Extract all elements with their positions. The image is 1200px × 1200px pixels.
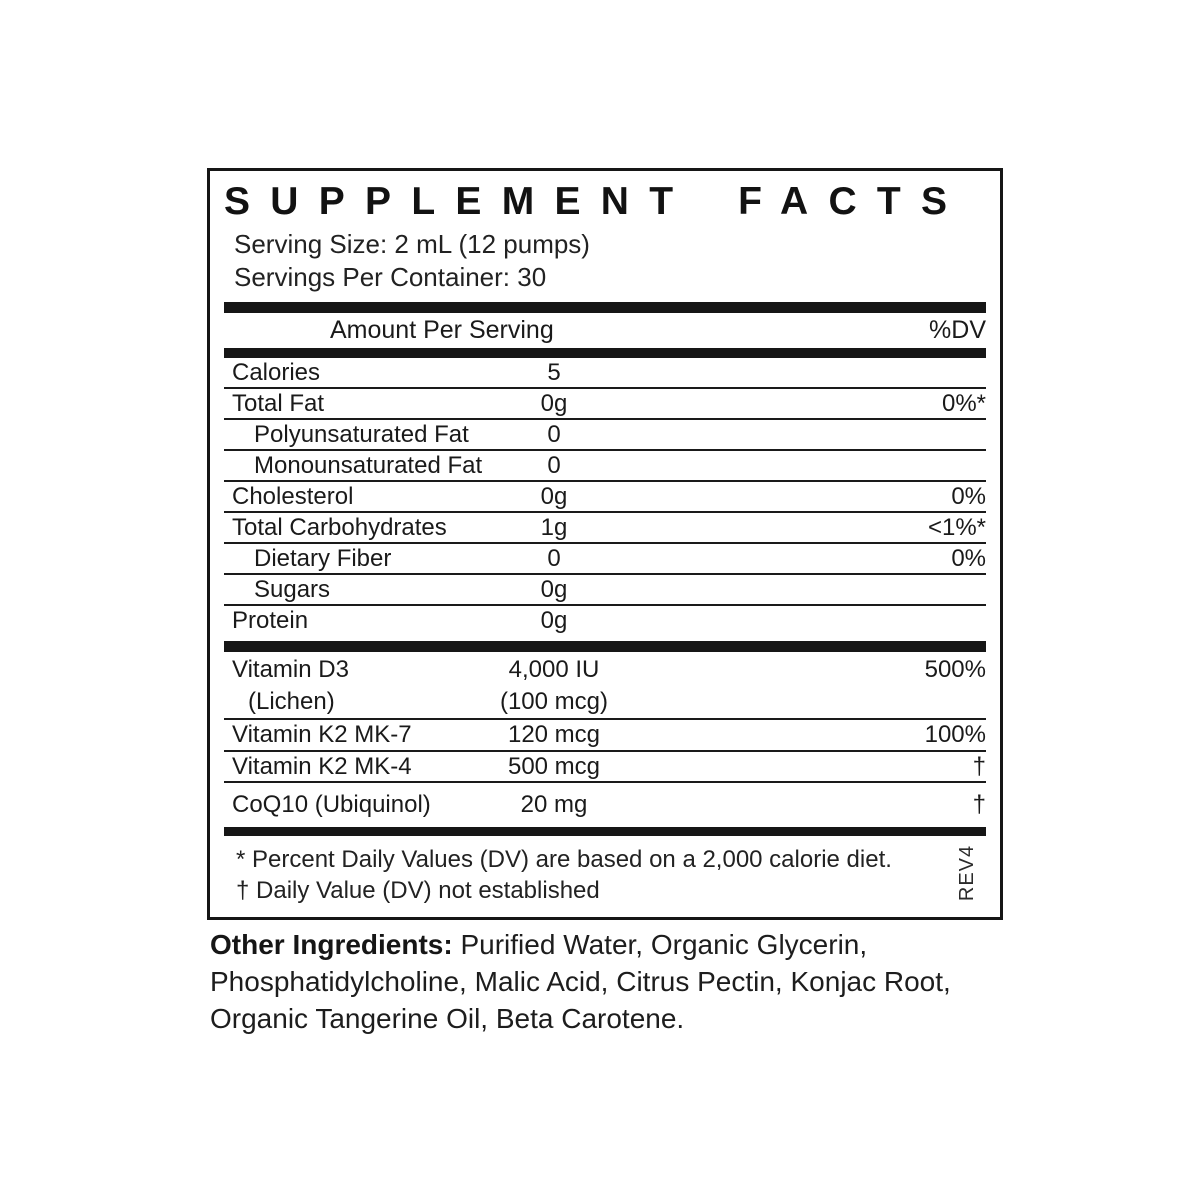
other-ingredients-line2: Phosphatidylcholine, Malic Acid, Citrus … — [210, 966, 951, 997]
nutrient-amount: 0 — [547, 544, 561, 572]
nutrient-amount-line1: 4,000 IU — [508, 656, 600, 683]
nutrient-name: Protein — [232, 606, 309, 634]
footnote-percent-dv: * Percent Daily Values (DV) are based on… — [236, 846, 892, 873]
thick-divider-footnotes — [224, 827, 986, 836]
nutrient-name: Total Carbohydrates — [232, 513, 447, 541]
nutrient-amount: 1g — [540, 513, 568, 541]
nutrient-name: CoQ10 (Ubiquinol) — [232, 791, 431, 818]
nutrient-amount: 0g — [540, 482, 568, 510]
other-ingredients: Other Ingredients: Purified Water, Organ… — [210, 926, 990, 1037]
table-row-monounsaturated-fat: Monounsaturated Fat 0 — [224, 451, 986, 482]
footnotes: * Percent Daily Values (DV) are based on… — [224, 836, 986, 906]
nutrient-amount: 0 — [547, 451, 561, 479]
servings-per-container: Servings Per Container: 30 — [234, 262, 547, 292]
thick-divider-header — [224, 348, 986, 358]
table-row-calories: Calories 5 — [224, 358, 986, 389]
revision-mark: REV4 — [956, 844, 978, 902]
percent-dv-header: %DV — [929, 316, 986, 344]
nutrient-name: Calories — [232, 358, 321, 386]
nutrient-dv: † — [972, 791, 986, 818]
serving-size: Serving Size: 2 mL (12 pumps) — [234, 229, 590, 259]
table-row-cholesterol: Cholesterol 0g 0% — [224, 482, 986, 513]
table-row-vitamin-d3: Vitamin D3 (Lichen) 4,000 IU (100 mcg) 5… — [224, 652, 986, 720]
table-row-polyunsaturated-fat: Polyunsaturated Fat 0 — [224, 420, 986, 451]
thick-divider-vitamins — [224, 641, 986, 652]
table-row-vitamin-k2-mk7: Vitamin K2 MK-7 120 mcg 100% — [224, 720, 986, 752]
other-ingredients-line1: Other Ingredients: Purified Water, Organ… — [210, 926, 990, 963]
other-ingredients-text1: Purified Water, Organic Glycerin, — [460, 929, 868, 960]
nutrient-amount-line2: (100 mcg) — [499, 688, 609, 715]
nutrient-amount: 0g — [540, 606, 568, 634]
table-row-coq10: CoQ10 (Ubiquinol) 20 mg † — [224, 783, 986, 827]
nutrient-amount: 5 — [547, 358, 561, 386]
nutrient-name: Sugars — [254, 575, 331, 603]
table-row-protein: Protein 0g — [224, 606, 986, 635]
nutrient-amount: 20 mg — [520, 791, 588, 818]
table-header-row: Amount Per Serving %DV — [224, 313, 986, 348]
table-row-sugars: Sugars 0g — [224, 575, 986, 606]
table-row-total-fat: Total Fat 0g 0%* — [224, 389, 986, 420]
serving-info: Serving Size: 2 mL (12 pumps) Servings P… — [224, 228, 986, 294]
nutrient-dv: † — [972, 752, 986, 780]
nutrient-name: Cholesterol — [232, 482, 354, 510]
amount-per-serving-header: Amount Per Serving — [330, 316, 554, 344]
table-row-total-carbohydrates: Total Carbohydrates 1g <1%* — [224, 513, 986, 544]
table-row-vitamin-k2-mk4: Vitamin K2 MK-4 500 mcg † — [224, 752, 986, 783]
vitamins-table: Vitamin D3 (Lichen) 4,000 IU (100 mcg) 5… — [224, 652, 986, 827]
nutrient-dv: 100% — [924, 721, 986, 748]
panel-title: SUPPLEMENT FACTS — [224, 180, 968, 223]
nutrient-amount: 4,000 IU (100 mcg) — [489, 654, 619, 718]
nutrient-amount: 0g — [540, 389, 568, 417]
nutrient-amount: 500 mcg — [507, 752, 601, 780]
nutrient-name: Polyunsaturated Fat — [254, 420, 469, 448]
nutrient-amount: 0g — [540, 575, 568, 603]
other-ingredients-label: Other Ingredients: — [210, 929, 453, 960]
nutrient-dv: 500% — [924, 656, 986, 683]
nutrient-dv: <1%* — [927, 513, 986, 541]
nutrient-name: Vitamin K2 MK-4 — [232, 752, 412, 780]
nutrient-dv: 0% — [951, 482, 986, 510]
supplement-facts-panel: SUPPLEMENT FACTS Serving Size: 2 mL (12 … — [207, 168, 1003, 920]
nutrient-name-line1: Vitamin D3 — [232, 656, 349, 683]
nutrient-amount: 120 mcg — [507, 721, 601, 748]
nutrient-name: Vitamin K2 MK-7 — [232, 721, 412, 748]
nutrient-name: Monounsaturated Fat — [254, 451, 483, 479]
nutrient-name-line2: (Lichen) — [248, 688, 335, 715]
nutrient-dv: 0% — [951, 544, 986, 572]
facts-table: Calories 5 Total Fat 0g 0%* Polyunsatura… — [224, 358, 986, 635]
thick-divider-top — [224, 302, 986, 313]
nutrient-name: Vitamin D3 (Lichen) — [224, 654, 489, 718]
table-row-dietary-fiber: Dietary Fiber 0 0% — [224, 544, 986, 575]
nutrient-dv: 0%* — [941, 389, 986, 417]
other-ingredients-line3: Organic Tangerine Oil, Beta Carotene. — [210, 1003, 685, 1034]
footnote-dagger: † Daily Value (DV) not established — [236, 877, 600, 904]
nutrient-name: Dietary Fiber — [254, 544, 392, 572]
nutrient-name: Total Fat — [232, 389, 325, 417]
nutrient-amount: 0 — [547, 420, 561, 448]
